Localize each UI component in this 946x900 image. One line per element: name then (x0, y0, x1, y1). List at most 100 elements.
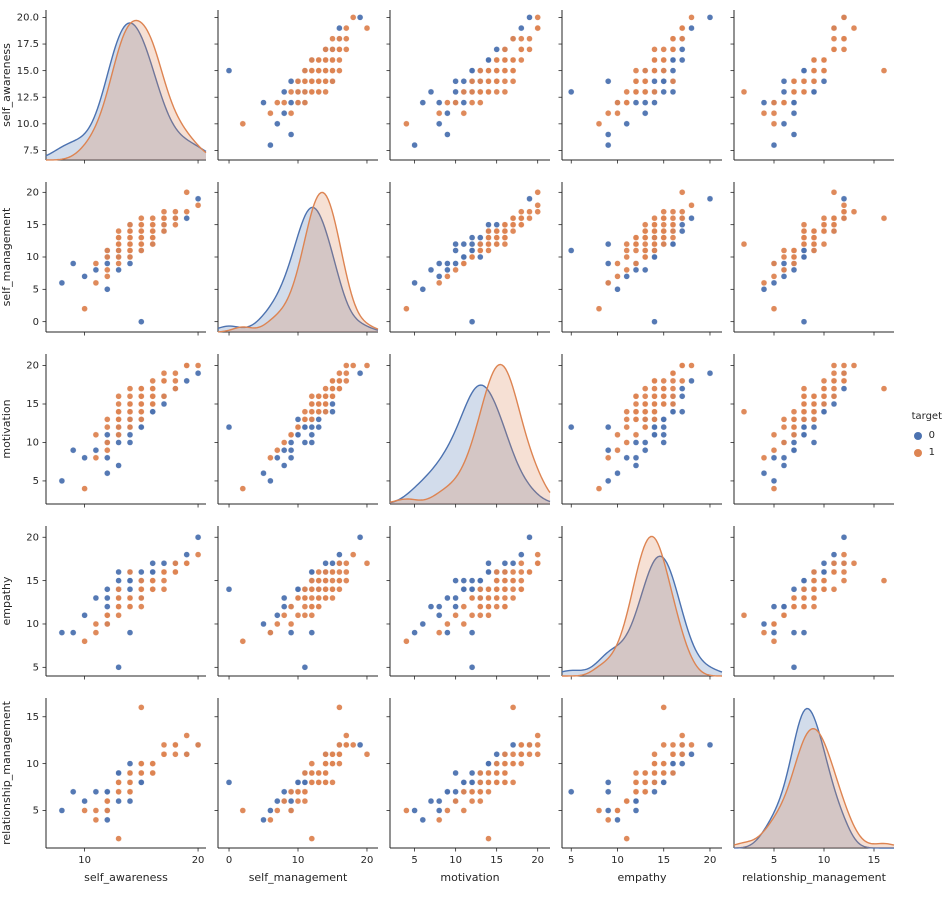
subplot-self_awareness-vs-empathy (558, 10, 722, 164)
data-point (81, 807, 88, 814)
data-point (770, 305, 778, 312)
data-point (160, 221, 168, 228)
data-point (104, 454, 111, 462)
data-point (518, 577, 525, 584)
data-point (810, 408, 818, 415)
data-point (260, 620, 267, 628)
data-point (830, 400, 838, 408)
data-point (641, 99, 649, 106)
data-point (760, 469, 768, 477)
data-point (336, 586, 343, 593)
data-point (493, 577, 500, 584)
scatter-class-0 (567, 741, 714, 824)
data-point (452, 594, 459, 602)
data-point (509, 221, 517, 228)
data-point (810, 439, 818, 446)
data-point (830, 370, 838, 377)
data-point (70, 446, 77, 454)
data-point (651, 760, 658, 767)
data-point (651, 99, 658, 106)
data-point (315, 393, 322, 400)
data-point (810, 594, 818, 602)
data-point (820, 227, 828, 235)
data-point (460, 99, 468, 106)
kde-fill (734, 728, 894, 848)
data-point (427, 603, 435, 610)
data-point (322, 751, 329, 758)
data-point (308, 78, 316, 85)
data-point (149, 408, 156, 415)
data-point (349, 551, 357, 558)
data-point (669, 221, 677, 228)
data-point (567, 788, 575, 796)
data-point (436, 279, 443, 287)
data-point (81, 273, 88, 280)
x-tick-label: 20 (361, 855, 374, 866)
data-point (126, 385, 134, 392)
data-point (336, 56, 343, 64)
data-point (501, 560, 509, 567)
data-point (518, 215, 525, 222)
scatter-class-1 (81, 704, 202, 842)
data-point (468, 779, 476, 786)
data-point (740, 88, 748, 96)
data-point (678, 221, 686, 228)
scatter-class-0 (225, 370, 364, 485)
data-point (138, 416, 145, 423)
data-point (343, 370, 350, 377)
data-point (493, 234, 500, 241)
data-point (126, 400, 134, 408)
data-point (329, 377, 336, 385)
data-point (349, 741, 357, 749)
data-point (315, 67, 322, 74)
data-point (427, 88, 435, 96)
data-point (660, 46, 667, 53)
data-point (669, 227, 677, 235)
kde-line (389, 363, 551, 503)
scatter-class-1 (595, 14, 695, 128)
legend-marker-1-icon (913, 448, 922, 457)
data-point (315, 586, 322, 593)
data-point (641, 408, 649, 415)
data-point (274, 446, 281, 454)
data-point (322, 400, 329, 408)
data-point (660, 393, 667, 400)
data-point (485, 234, 492, 241)
data-point (225, 586, 233, 593)
legend-title: target (911, 411, 942, 422)
data-point (436, 120, 443, 128)
data-point (501, 586, 509, 593)
x-axis-label-empathy: empathy (617, 871, 666, 884)
data-point (322, 769, 329, 777)
data-point (115, 664, 122, 671)
data-point (460, 603, 468, 610)
data-point (810, 400, 818, 408)
data-point (329, 35, 336, 42)
data-point (315, 88, 322, 96)
data-point (225, 67, 233, 74)
data-point (780, 260, 788, 267)
legend-entry-1: 1 (910, 444, 942, 461)
data-point (468, 788, 476, 796)
data-point (403, 807, 410, 814)
data-point (651, 431, 658, 439)
data-point (518, 741, 525, 749)
data-point (678, 24, 686, 32)
data-point (800, 594, 808, 602)
data-point (280, 603, 288, 610)
data-point (411, 141, 418, 149)
x-tick-label: 10 (611, 855, 624, 866)
kde-fill (218, 192, 378, 332)
data-point (115, 835, 122, 842)
data-point (160, 215, 168, 222)
data-point (740, 612, 748, 619)
data-point (329, 56, 336, 64)
data-point (790, 260, 798, 267)
data-point (641, 247, 649, 254)
data-point (115, 779, 122, 786)
data-point (280, 439, 288, 446)
data-point (301, 594, 309, 602)
data-point (336, 370, 343, 377)
data-point (840, 551, 848, 558)
data-point (770, 446, 778, 454)
